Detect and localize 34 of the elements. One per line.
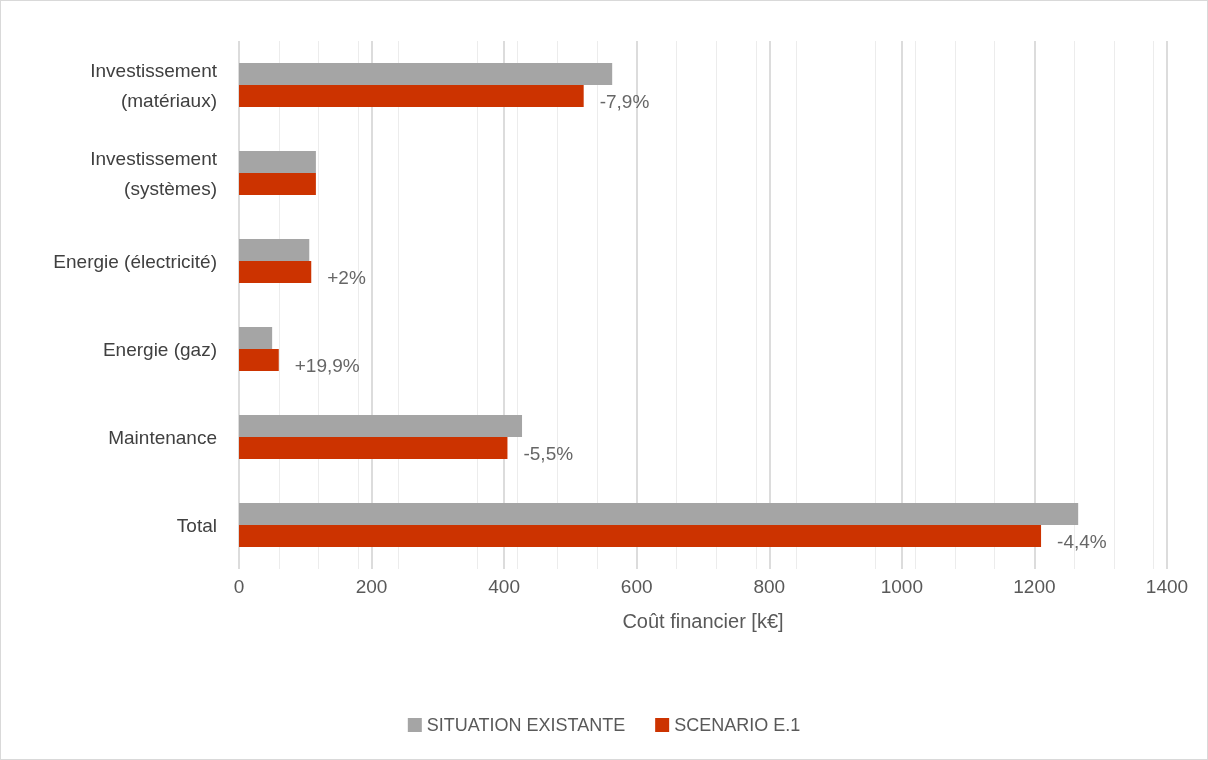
bar bbox=[239, 85, 584, 107]
x-tick-label: 600 bbox=[620, 576, 653, 597]
y-tick-label: Maintenance bbox=[108, 426, 217, 448]
y-tick-label: Investissement (systèmes) bbox=[90, 147, 218, 199]
y-tick-label: Investissement (matériaux) bbox=[90, 59, 218, 111]
x-axis-title: Coût financier [k€] bbox=[622, 610, 784, 632]
y-tick-label: Energie (électricité) bbox=[53, 250, 217, 272]
x-tick-label: 200 bbox=[355, 576, 388, 597]
bar bbox=[239, 239, 310, 261]
bar bbox=[239, 503, 1079, 525]
y-tick-label: Total bbox=[176, 514, 217, 536]
annotation: -5,5% bbox=[523, 442, 574, 464]
annotation: +19,9% bbox=[294, 354, 360, 376]
annotation: +2% bbox=[327, 266, 366, 288]
bar bbox=[239, 525, 1042, 547]
y-tick-label: Energie (gaz) bbox=[102, 338, 217, 360]
x-tick-label: 1200 bbox=[1013, 576, 1056, 597]
legend-label: SITUATION EXISTANTE bbox=[426, 715, 626, 735]
x-tick-label: 1400 bbox=[1145, 576, 1189, 597]
x-tick-label: 800 bbox=[753, 576, 786, 597]
bar bbox=[239, 437, 508, 459]
bar bbox=[239, 327, 273, 349]
bar bbox=[239, 151, 316, 173]
annotation: -4,4% bbox=[1057, 530, 1107, 552]
x-tick-label: 400 bbox=[488, 576, 520, 597]
bar bbox=[239, 173, 316, 195]
bar bbox=[239, 349, 279, 371]
x-tick-label: 1000 bbox=[880, 576, 923, 597]
legend-label: SCENARIO E.1 bbox=[674, 715, 801, 735]
x-tick-label: 0 bbox=[233, 576, 245, 597]
bar bbox=[239, 415, 523, 437]
bar bbox=[239, 63, 613, 85]
bar bbox=[239, 261, 312, 283]
annotation: -7,9% bbox=[599, 90, 650, 112]
